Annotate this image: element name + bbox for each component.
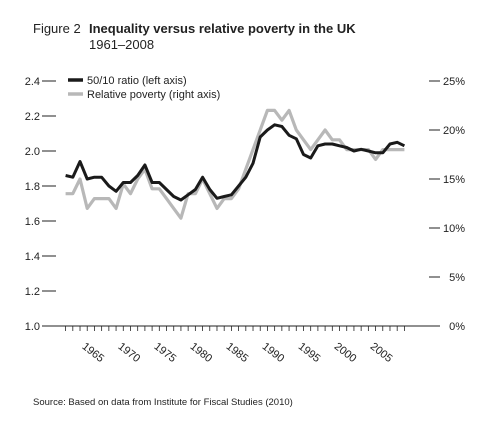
x-tick-label: 2005 [368, 341, 395, 366]
left-axis: 1.0 1.2 1.4 1.6 1.8 2.0 2.2 2.4 [25, 76, 56, 333]
right-tick-label: 15% [443, 174, 465, 186]
right-tick-label: 25% [443, 76, 465, 88]
series-layer [65, 108, 406, 220]
left-tick-label: 1.2 [25, 286, 40, 298]
x-tick-label: 1980 [188, 341, 215, 366]
right-axis: 0% 5% 10% 15% 20% 25% [429, 76, 465, 333]
x-tick-label: 1990 [260, 341, 287, 366]
legend-label: 50/10 ratio (left axis) [87, 75, 187, 87]
x-tick-label: 1995 [296, 341, 323, 366]
right-tick-label: 5% [449, 272, 465, 284]
x-tick-label: 2000 [332, 341, 359, 366]
left-tick-label: 2.0 [25, 146, 40, 158]
left-tick-label: 1.0 [25, 321, 40, 333]
right-tick-label: 10% [443, 223, 465, 235]
x-axis: 1965 1970 1975 1980 1985 1990 1995 2000 2005 [56, 325, 430, 366]
source-note: Source: Based on data from Institute for… [33, 397, 293, 408]
left-tick-label: 1.8 [25, 181, 40, 193]
left-tick-label: 1.6 [25, 216, 40, 228]
figure-subtitle: 1961–2008 [89, 37, 155, 52]
figure-label: Figure 2 [33, 21, 81, 36]
series-line-ratio [65, 123, 406, 202]
series-line-poverty [65, 108, 405, 220]
legend: 50/10 ratio (left axis) Relative poverty … [68, 75, 220, 101]
line-chart: 1.0 1.2 1.4 1.6 1.8 2.0 2.2 2.4 0% 5% 10% 15% 20% 25… [25, 75, 466, 366]
left-tick-label: 2.4 [25, 76, 40, 88]
figure-title: Inequality versus relative poverty in th… [89, 21, 356, 36]
right-tick-label: 0% [449, 321, 465, 333]
x-tick-label: 1975 [152, 341, 179, 366]
x-tick-label: 1985 [224, 341, 251, 366]
x-tick-label: 1965 [79, 341, 106, 366]
left-tick-label: 2.2 [25, 111, 40, 123]
x-tick-label: 1970 [116, 341, 143, 366]
left-tick-label: 1.4 [25, 251, 40, 263]
right-tick-label: 20% [443, 125, 465, 137]
legend-label: Relative poverty (right axis) [87, 89, 220, 101]
